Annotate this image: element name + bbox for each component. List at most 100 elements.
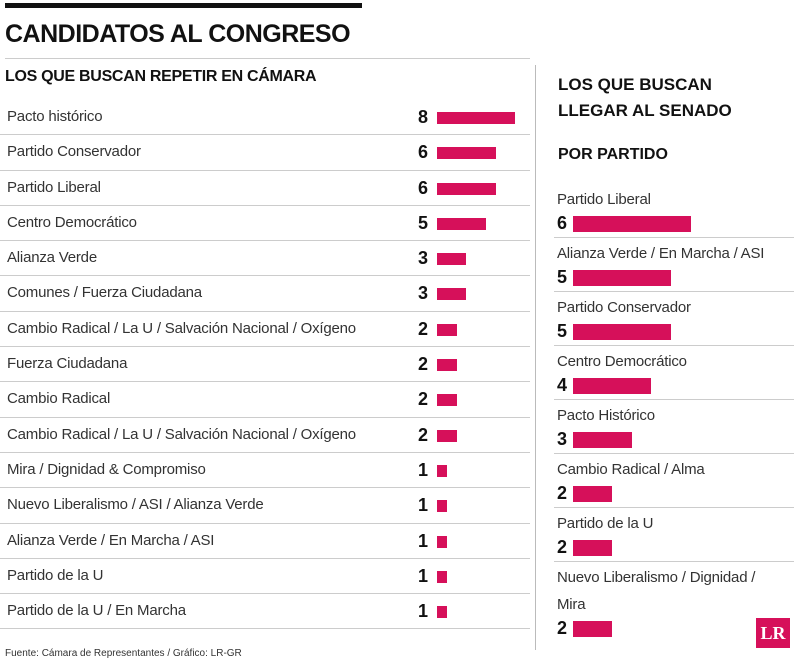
bar [573, 216, 691, 232]
bar [437, 394, 457, 407]
bar [573, 324, 671, 340]
value-row: 2 [557, 618, 794, 640]
bar [573, 621, 613, 637]
row: Comunes / Fuerza Ciudadana 3 [0, 276, 530, 312]
item: Partido de la U 2 [554, 508, 794, 562]
row: Partido de la U / En Marcha 1 [0, 594, 530, 630]
value-label: 2 [417, 354, 428, 375]
value-label: 5 [417, 212, 428, 233]
value-label: 8 [417, 107, 428, 127]
bar [437, 535, 447, 548]
value-label: 3 [417, 283, 428, 304]
bar [573, 270, 671, 286]
bar [437, 570, 447, 583]
main-title: CANDIDATOS AL CONGRESO [5, 20, 351, 48]
bar [437, 112, 516, 124]
category-label: Alianza Verde / En Marcha / ASI [557, 245, 765, 262]
bar [437, 323, 457, 336]
category-label: Alianza Verde / En Marcha / ASI [7, 531, 215, 549]
row: Alianza Verde 3 [0, 241, 530, 277]
value-label: 1 [417, 530, 428, 551]
value-label: 3 [417, 248, 428, 269]
value-label: 2 [557, 483, 568, 503]
item: Cambio Radical / Alma 2 [554, 454, 794, 508]
value-row: 2 [557, 483, 794, 505]
value-label: 2 [417, 318, 428, 339]
category-label: Comunes / Fuerza Ciudadana [7, 284, 202, 302]
category-label: Partido de la U [7, 566, 104, 584]
value-label: 3 [557, 429, 568, 449]
category-label: Cambio Radical / Alma [557, 461, 705, 478]
bar [437, 182, 496, 195]
value-row: 5 [557, 267, 794, 289]
category-label: Partido de la U / En Marcha [7, 602, 186, 620]
right-chart: Partido Liberal 6 Alianza Verde / En March… [554, 184, 794, 642]
value-row: 6 [557, 213, 794, 235]
category-label: Partido de la U [557, 515, 654, 532]
bar [573, 540, 613, 556]
value-label: 1 [417, 459, 428, 480]
bar [437, 217, 486, 230]
value-label: 2 [417, 389, 428, 410]
value-label: 5 [557, 267, 568, 287]
bar [437, 464, 447, 477]
category-label: Cambio Radical / La U / Salvación Nacion… [7, 319, 356, 337]
value-row: 2 [557, 537, 794, 559]
bar [437, 253, 467, 266]
category-label: Nuevo Liberalismo / Dignidad / Mira [557, 569, 756, 613]
row: Partido Liberal 6 [0, 171, 530, 206]
value-label: 5 [557, 321, 568, 341]
bar [437, 606, 447, 619]
value-label: 4 [557, 375, 568, 395]
category-label: Partido Liberal [557, 191, 651, 208]
item: Nuevo Liberalismo / Dignidad / Mira 2 [554, 562, 794, 642]
value-label: 1 [417, 601, 428, 622]
row: Fuerza Ciudadana 2 [0, 347, 530, 383]
left-chart: Pacto histórico 8 Partido Conservador 6 Part… [0, 100, 530, 630]
row: Partido Conservador 6 [0, 135, 530, 171]
bar [573, 378, 652, 394]
value-label: 2 [557, 537, 568, 557]
item: Partido Liberal 6 [554, 184, 794, 238]
item: Pacto Histórico 3 [554, 400, 794, 454]
category-label: Centro Democrático [7, 213, 137, 231]
left-chart-title: LOS QUE BUSCAN REPETIR EN CÁMARA [5, 68, 317, 85]
row: Partido de la U 1 [0, 559, 530, 595]
right-chart-title: LOS QUE BUSCAN LLEGAR AL SENADO [558, 75, 732, 120]
title-rule [5, 58, 530, 59]
value-label: 6 [417, 177, 428, 198]
top-bar [5, 3, 362, 8]
category-label: Partido Liberal [7, 178, 101, 196]
category-label: Cambio Radical [7, 390, 111, 408]
value-label: 1 [417, 565, 428, 586]
source: Fuente: Cámara de Representantes / Gráfi… [5, 648, 242, 659]
bar [437, 429, 457, 442]
value-label: 6 [557, 213, 568, 233]
row: Centro Democrático 5 [0, 206, 530, 242]
logo: LR [756, 618, 790, 648]
value-label: 2 [417, 424, 428, 445]
category-label: Pacto Histórico [557, 407, 655, 424]
bar [437, 147, 496, 160]
value-row: 4 [557, 375, 794, 397]
row: Pacto histórico 8 [0, 100, 530, 136]
category-label: Centro Democrático [557, 353, 687, 370]
row: Cambio Radical / La U / Salvación Nacion… [0, 312, 530, 348]
value-label: 1 [417, 495, 428, 516]
bar [437, 288, 467, 301]
category-label: Fuerza Ciudadana [7, 355, 128, 373]
row: Alianza Verde / En Marcha / ASI 1 [0, 524, 530, 559]
row: Mira / Dignidad & Compromiso 1 [0, 453, 530, 489]
category-label: Partido Conservador [557, 299, 691, 316]
bar [573, 486, 613, 502]
bar [437, 359, 457, 372]
category-label: Mira / Dignidad & Compromiso [7, 460, 206, 478]
value-row: 3 [557, 429, 794, 451]
value-label: 2 [557, 618, 568, 638]
row: Nuevo Liberalismo / ASI / Alianza Verde 1 [0, 488, 530, 524]
item: Partido Conservador 5 [554, 292, 794, 346]
right-chart-subtitle: POR PARTIDO [558, 146, 668, 163]
category-label: Pacto histórico [7, 108, 103, 125]
category-label: Alianza Verde [7, 249, 97, 267]
